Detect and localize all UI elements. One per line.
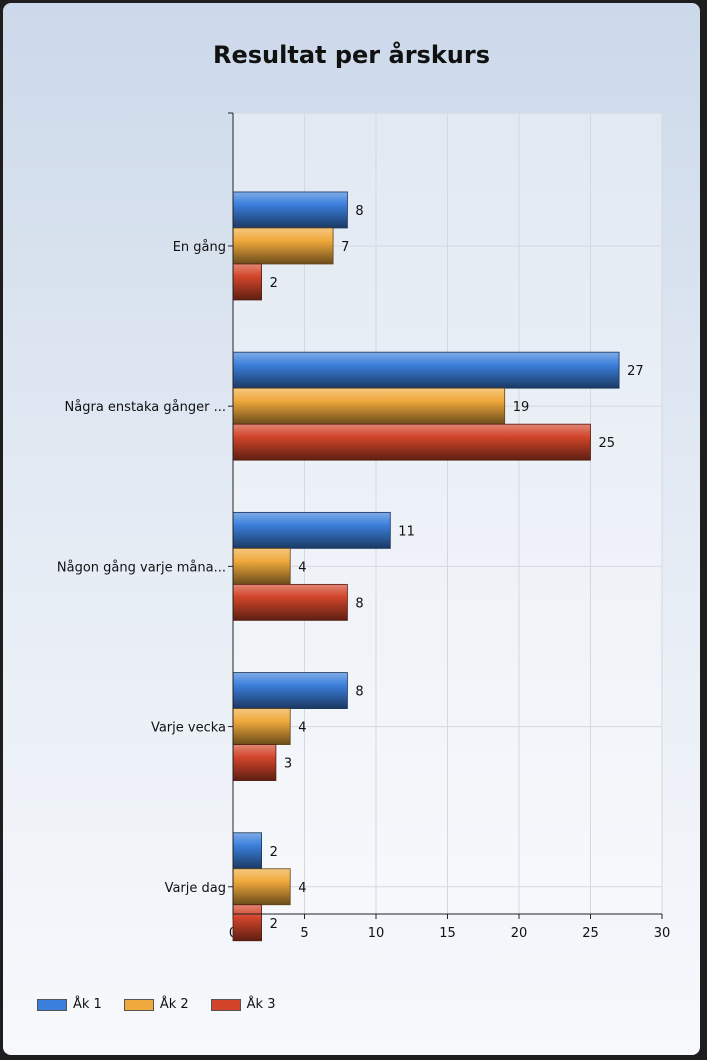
x-tick-label: 10 bbox=[368, 926, 385, 941]
x-tick-label: 20 bbox=[511, 926, 528, 941]
bar bbox=[232, 904, 263, 942]
legend-label: Åk 1 bbox=[73, 997, 102, 1012]
chart-frame: Resultat per årskurs 051015202530En gång… bbox=[3, 3, 700, 1055]
legend-label: Åk 3 bbox=[246, 997, 276, 1012]
bar bbox=[232, 547, 291, 585]
data-label: 27 bbox=[627, 364, 644, 379]
chart-title: Resultat per årskurs bbox=[213, 41, 490, 69]
legend-swatch bbox=[123, 998, 154, 1011]
bar bbox=[232, 672, 348, 709]
bar bbox=[232, 387, 506, 425]
legend-label: Åk 2 bbox=[159, 997, 189, 1012]
legend-swatch bbox=[37, 998, 67, 1011]
legend: Åk 1 Åk 2 Åk 3 bbox=[37, 997, 275, 1012]
bar bbox=[232, 227, 334, 265]
bar bbox=[232, 583, 348, 621]
data-label: 4 bbox=[298, 560, 306, 575]
data-label: 3 bbox=[284, 757, 292, 772]
data-label: 8 bbox=[355, 596, 363, 611]
bar bbox=[232, 351, 620, 389]
data-label: 8 bbox=[355, 685, 363, 700]
data-label: 8 bbox=[355, 204, 363, 219]
legend-item: Åk 3 bbox=[210, 997, 276, 1012]
x-tick-label: 25 bbox=[582, 926, 599, 941]
x-tick-label: 5 bbox=[300, 926, 308, 941]
category-label: Varje vecka bbox=[151, 721, 226, 736]
data-label: 4 bbox=[298, 721, 306, 736]
category-label: Varje dag bbox=[165, 881, 226, 896]
data-label: 2 bbox=[270, 845, 278, 860]
bar bbox=[232, 832, 263, 870]
bar bbox=[232, 423, 591, 461]
data-label: 7 bbox=[341, 240, 349, 255]
data-label: 4 bbox=[298, 881, 306, 896]
category-label: Någon gång varje måna... bbox=[57, 560, 226, 575]
data-label: 19 bbox=[513, 400, 530, 415]
legend-item: Åk 2 bbox=[123, 997, 189, 1012]
legend-swatch bbox=[210, 998, 241, 1011]
legend-item: Åk 1 bbox=[37, 997, 102, 1012]
bar bbox=[232, 744, 277, 781]
data-label: 2 bbox=[270, 917, 278, 932]
bar bbox=[232, 263, 263, 301]
x-tick-label: 15 bbox=[439, 926, 456, 941]
bar bbox=[232, 191, 348, 229]
data-label: 25 bbox=[599, 436, 616, 451]
x-tick-label: 30 bbox=[654, 926, 671, 941]
category-label: En gång bbox=[173, 240, 226, 255]
bar bbox=[232, 868, 291, 906]
category-label: Några enstaka gånger ... bbox=[65, 400, 226, 415]
bar bbox=[232, 708, 291, 745]
data-label: 2 bbox=[270, 276, 278, 291]
bar bbox=[232, 511, 391, 549]
data-label: 11 bbox=[398, 524, 415, 539]
